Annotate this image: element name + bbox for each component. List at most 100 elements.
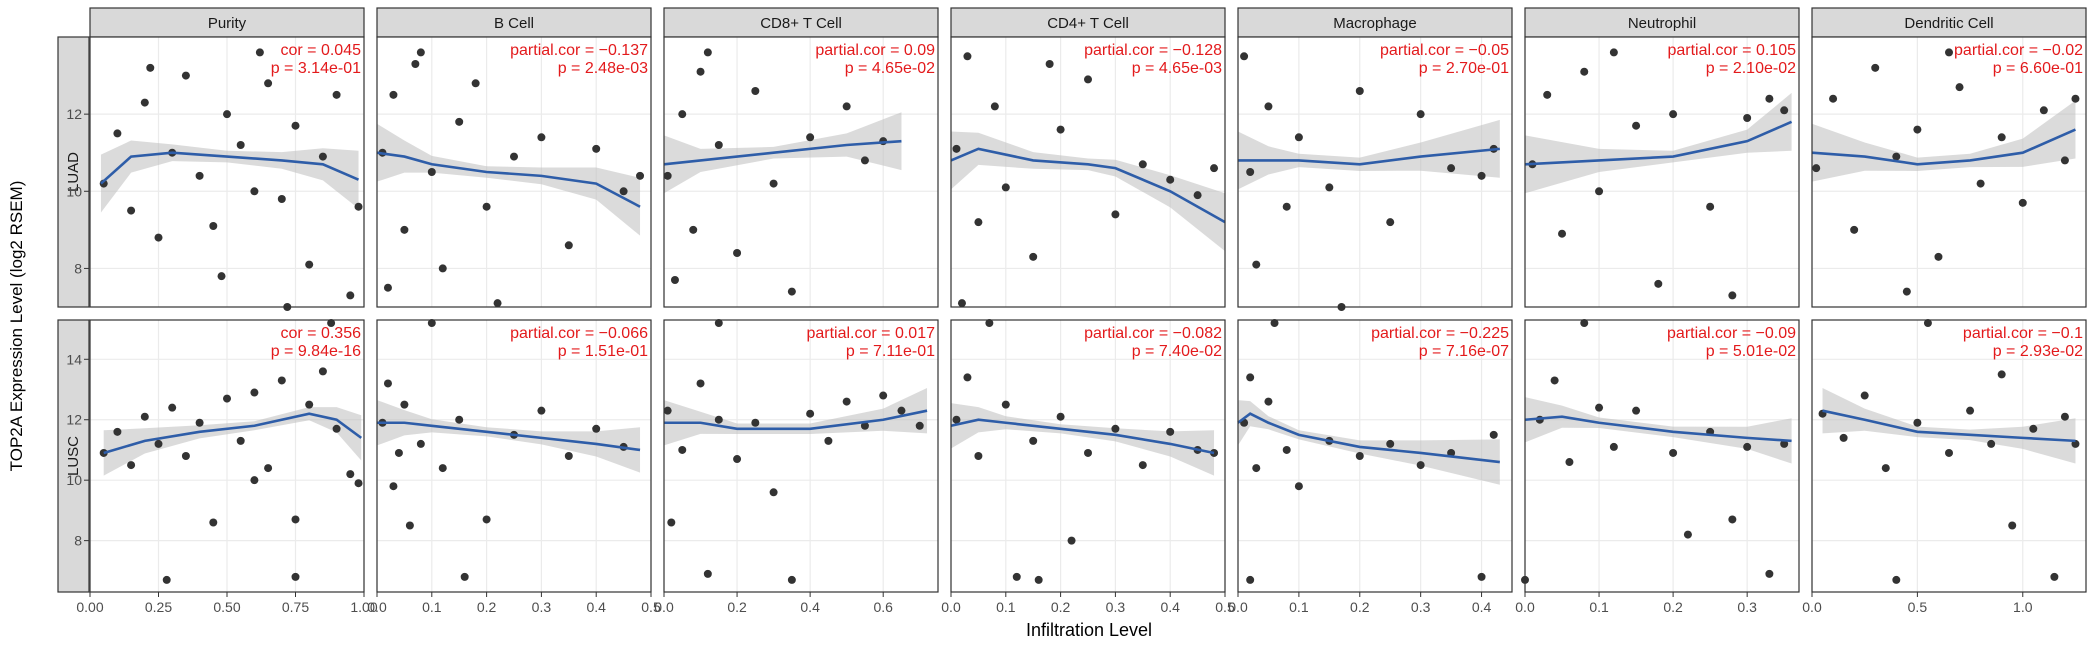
data-point: [1669, 448, 1678, 457]
stat-pvalue: p = 2.48e-03: [558, 60, 648, 77]
x-tick-label: 0.50: [213, 599, 240, 615]
data-point: [223, 394, 231, 403]
data-point: [1595, 403, 1604, 412]
data-point: [493, 299, 502, 308]
data-point: [1860, 391, 1869, 400]
panel-border: [376, 319, 652, 593]
data-point: [416, 48, 425, 57]
x-tick-label: 0.5: [1215, 599, 1235, 615]
data-point: [806, 133, 815, 142]
data-point: [1997, 133, 2006, 142]
data-point: [1728, 291, 1737, 300]
data-point: [974, 452, 983, 460]
data-point: [455, 117, 464, 126]
y-tick-label: 14: [66, 351, 82, 367]
x-tick-label: 0.3: [1411, 599, 1431, 615]
y-tick-label: 10: [66, 472, 82, 488]
y-tick-label: 8: [74, 260, 82, 276]
data-point: [1829, 94, 1838, 103]
x-tick-label: 0.0: [1515, 599, 1535, 615]
data-point: [1001, 183, 1010, 192]
data-point: [1252, 464, 1261, 473]
data-point: [1565, 458, 1574, 467]
data-point: [168, 403, 177, 412]
data-point: [1282, 202, 1291, 211]
data-point: [963, 373, 972, 382]
panel-border: [663, 36, 939, 308]
data-point: [1386, 439, 1395, 448]
data-point: [383, 379, 392, 388]
data-point: [455, 415, 464, 424]
facet-panel: partial.cor = −0.09p = 5.01e-02: [1521, 319, 1800, 593]
data-point: [354, 202, 363, 211]
data-point: [2039, 106, 2048, 115]
data-point: [1609, 48, 1618, 57]
data-point: [277, 376, 286, 385]
column-strip-label: CD4+ T Cell: [1047, 15, 1129, 32]
data-point: [714, 415, 723, 424]
data-point: [1045, 60, 1054, 68]
column-strip: [376, 7, 652, 38]
x-tick-label: 1.00: [350, 599, 377, 615]
data-point: [1477, 171, 1486, 180]
x-tick-label: 0.3: [1106, 599, 1126, 615]
data-point: [1913, 418, 1922, 427]
data-point: [963, 52, 972, 61]
data-point: [1246, 168, 1255, 176]
data-point: [154, 439, 163, 448]
column-strip: [89, 7, 365, 38]
data-point: [1029, 436, 1038, 445]
data-point: [510, 152, 518, 161]
data-point: [1892, 152, 1901, 161]
data-point: [471, 79, 480, 88]
facet-panel: partial.cor = 0.09p = 4.65e-02: [663, 36, 939, 308]
column-strip-label: Neutrophil: [1628, 15, 1696, 32]
data-point: [678, 445, 687, 454]
x-tick-label: 0.2: [727, 599, 747, 615]
data-point: [1240, 52, 1249, 61]
confidence-ribbon: [1525, 92, 1792, 194]
data-point: [806, 409, 815, 418]
data-point: [678, 110, 687, 119]
data-point: [291, 515, 300, 524]
data-point: [327, 319, 336, 328]
data-point: [1913, 125, 1922, 134]
data-point: [250, 388, 259, 397]
x-tick-label: 0.0: [367, 599, 387, 615]
data-point: [696, 379, 705, 388]
data-point: [1955, 83, 1964, 92]
data-point: [1084, 448, 1092, 457]
data-point: [1580, 319, 1589, 328]
data-point: [1325, 183, 1334, 192]
panel-border: [376, 36, 652, 308]
x-tick-label: 1.0: [2013, 599, 2033, 615]
data-point: [1447, 164, 1456, 173]
data-point: [2060, 412, 2069, 421]
x-tick-label: 0.0: [1802, 599, 1822, 615]
y-tick-label: 12: [66, 412, 82, 428]
data-point: [2029, 424, 2038, 433]
data-point: [113, 129, 122, 138]
data-point: [427, 319, 436, 328]
data-point: [667, 518, 676, 527]
confidence-ribbon: [664, 388, 928, 446]
data-point: [592, 144, 601, 153]
data-point: [127, 461, 136, 470]
confidence-ribbon: [1238, 400, 1500, 485]
data-point: [1743, 442, 1752, 451]
data-point: [2050, 572, 2059, 581]
data-point: [217, 272, 226, 281]
stat-pvalue: p = 3.14e-01: [271, 60, 361, 77]
stat-pvalue: p = 2.70e-01: [1419, 60, 1509, 77]
panel-border: [1524, 36, 1800, 308]
x-tick-label: 0.5: [641, 599, 661, 615]
data-point: [1294, 482, 1303, 491]
confidence-ribbon: [951, 131, 1225, 252]
x-tick-label: 0.1: [422, 599, 442, 615]
data-point: [824, 436, 833, 445]
stat-pvalue: p = 4.65e-02: [845, 60, 935, 77]
